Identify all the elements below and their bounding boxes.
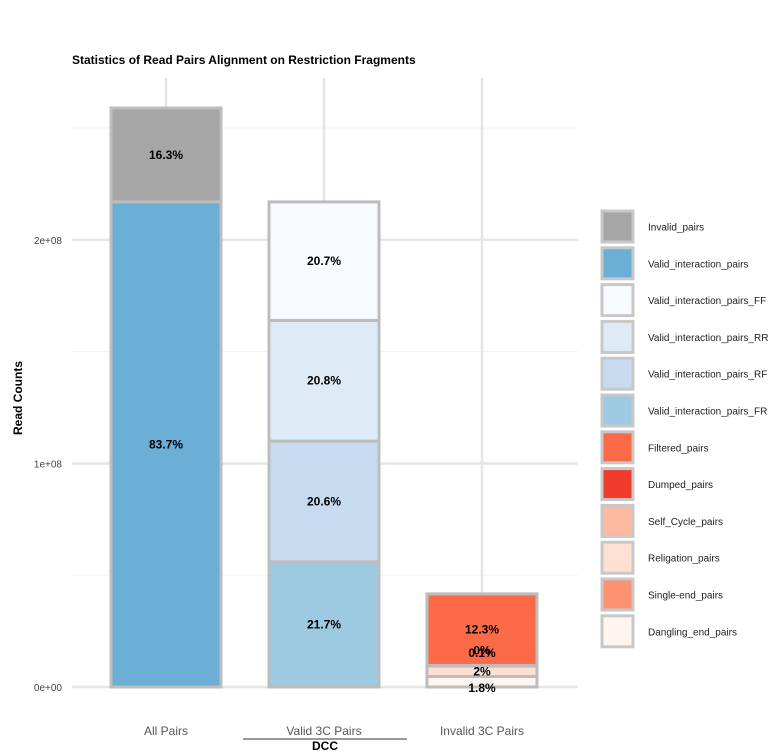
bar-segment-filtered-pairs xyxy=(425,592,539,667)
legend-key-valid-interaction-pairs-fr xyxy=(600,393,635,428)
legend-label: Single-end_pairs xyxy=(648,591,723,602)
legend-key-filtered-pairs xyxy=(600,430,635,465)
legend: Invalid_pairs Valid_interaction_pairs Vali… xyxy=(600,209,768,649)
segment-label: 0% xyxy=(473,644,491,658)
legend-label: Dangling_end_pairs xyxy=(648,627,737,638)
segment-label: 1.8% xyxy=(468,681,496,695)
legend-key-religation-pairs xyxy=(600,540,635,575)
x-tick-label: Valid 3C Pairs xyxy=(286,724,361,738)
segment-label: 21.7% xyxy=(307,617,341,631)
legend-label: Dumped_pairs xyxy=(648,480,713,491)
legend-label: Filtered_pairs xyxy=(648,443,709,454)
x-tick-label: Invalid 3C Pairs xyxy=(440,724,524,738)
segment-label: 20.6% xyxy=(307,494,341,508)
legend-label: Valid_interaction_pairs_FF xyxy=(648,296,766,307)
segment-label: 12.3% xyxy=(465,623,499,637)
y-tick-label: 1e+08 xyxy=(34,459,63,470)
legend-key-self-cycle-pairs xyxy=(600,503,635,538)
bar-segment-valid-interaction-pairs-ff xyxy=(267,200,381,322)
bar-segment-valid-interaction-pairs xyxy=(109,200,223,689)
legend-key-dumped-pairs xyxy=(600,467,635,502)
legend-key-valid-interaction-pairs-rr xyxy=(600,319,635,354)
y-tick-label: 2e+08 xyxy=(34,236,63,247)
legend-label: Valid_interaction_pairs_FR xyxy=(648,407,767,418)
x-tick-label: All Pairs xyxy=(144,724,188,738)
y-tick-label: 0e+00 xyxy=(34,683,63,694)
bar-segment-valid-interaction-pairs-rr xyxy=(267,318,381,443)
segment-label: 16.3% xyxy=(149,148,183,162)
segment-label: 83.7% xyxy=(149,437,183,451)
legend-label: Valid_interaction_pairs_RF xyxy=(648,370,767,381)
legend-key-valid-interaction-pairs-rf xyxy=(600,356,635,391)
y-axis-title: Read Counts xyxy=(11,361,25,435)
legend-label: Invalid_pairs xyxy=(648,223,704,234)
chart-title: Statistics of Read Pairs Alignment on Re… xyxy=(72,53,416,67)
legend-key-valid-interaction-pairs xyxy=(600,246,635,281)
segment-label: 0.1% xyxy=(468,646,496,660)
legend-key-dangling-end-pairs xyxy=(600,614,635,649)
legend-label: Valid_interaction_pairs_RR xyxy=(648,333,768,344)
legend-key-invalid-pairs xyxy=(600,209,635,244)
segment-label: 2% xyxy=(473,664,491,678)
x-axis: All Pairs Valid 3C Pairs Invalid 3C Pairs xyxy=(144,724,524,740)
segment-label: 20.8% xyxy=(307,374,341,388)
legend-label: Self_Cycle_pairs xyxy=(648,517,723,528)
legend-key-single-end-pairs xyxy=(600,577,635,612)
bar-segment-invalid-pairs xyxy=(109,106,223,204)
legend-label: Religation_pairs xyxy=(648,554,720,565)
segment-label: 20.7% xyxy=(307,254,341,268)
y-axis: 0e+00 1e+08 2e+08 xyxy=(34,236,63,694)
segment-labels: 83.7% 16.3% 21.7% 20.6% 20.8% 20.7% 1.8% 2% 0.1%… xyxy=(149,148,499,695)
x-axis-title: DCC xyxy=(312,739,338,753)
legend-key-valid-interaction-pairs-ff xyxy=(600,283,635,318)
legend-label: Valid_interaction_pairs xyxy=(648,259,748,270)
bars xyxy=(109,106,539,689)
